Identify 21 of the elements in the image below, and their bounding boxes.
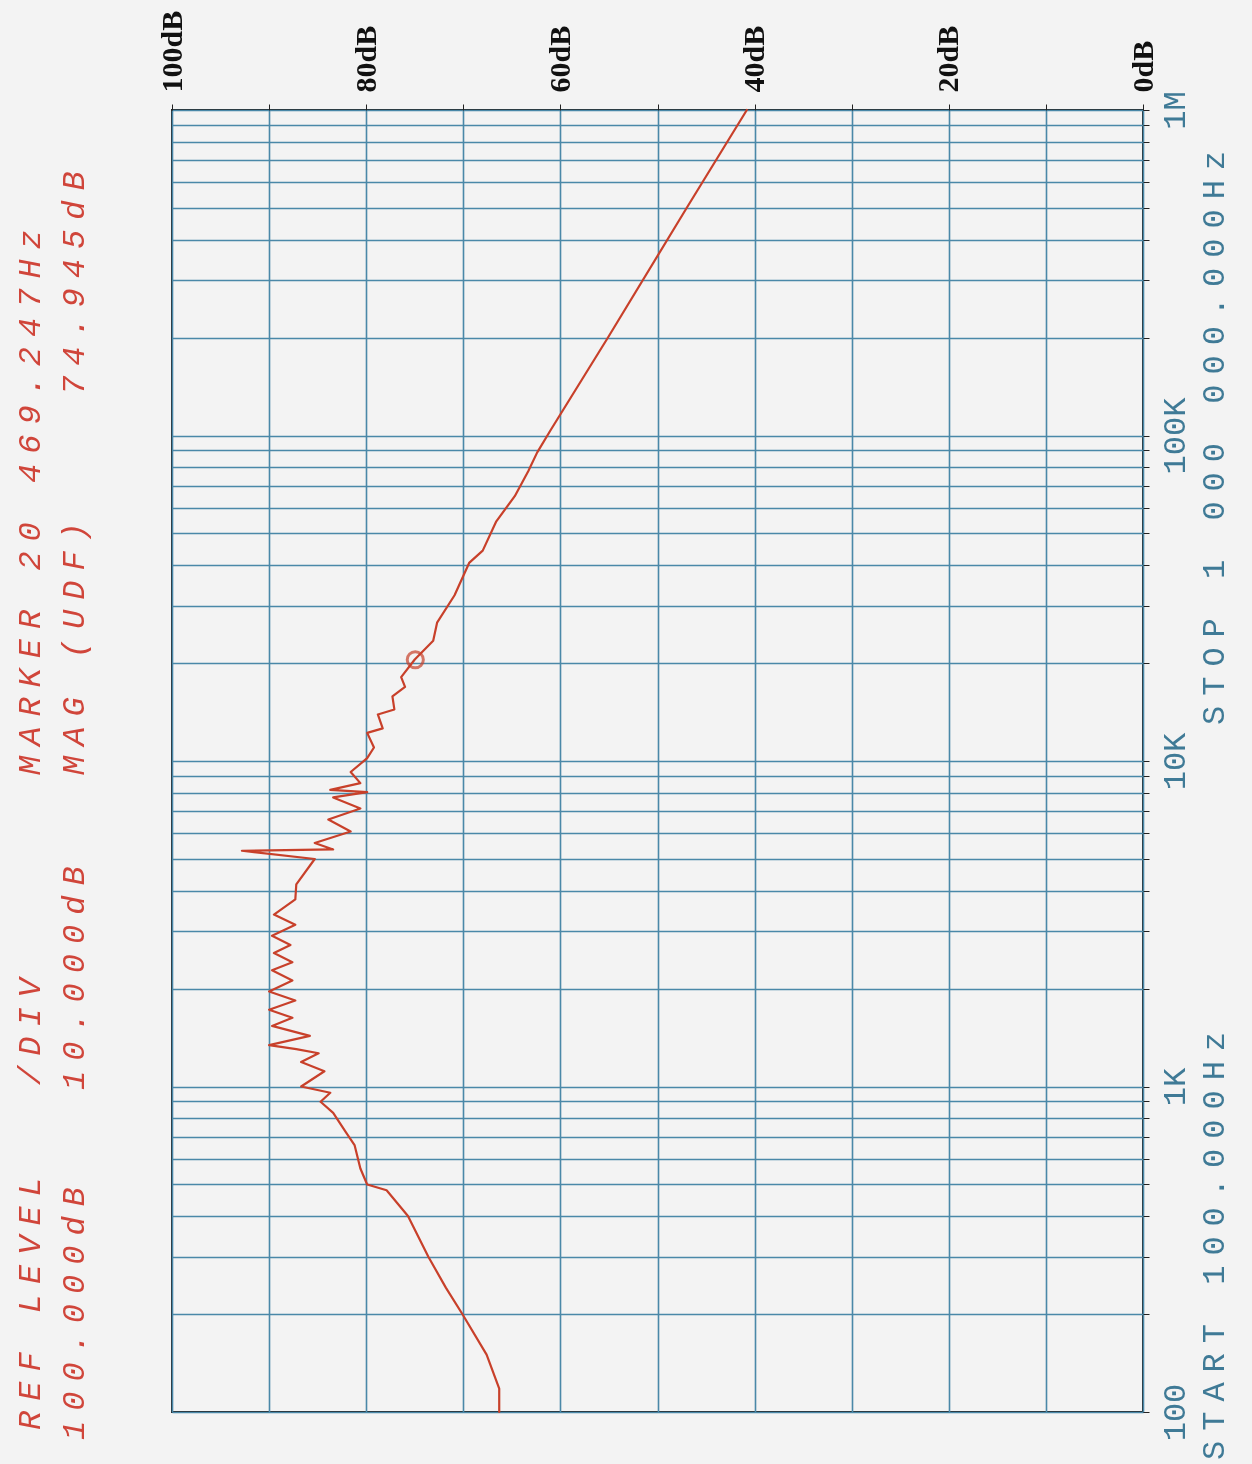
- text: 10.000dB: [57, 856, 94, 1090]
- text: REF LEVEL: [13, 1167, 50, 1430]
- y-tick-label: 10K: [1157, 731, 1195, 791]
- text: 100.000dB: [57, 1177, 94, 1440]
- y-tick-label: 100: [1157, 1383, 1195, 1442]
- y-tick-label: 100K: [1157, 396, 1195, 475]
- x-tick-label: 40dB: [737, 25, 771, 93]
- y-tick-label: 1K: [1157, 1067, 1195, 1107]
- text: /DIV: [13, 968, 50, 1085]
- text: 74.945dB: [57, 161, 94, 395]
- text: MAG (UDF): [57, 512, 94, 775]
- text: START 100.000Hz: [1197, 1021, 1234, 1460]
- x-tick-label: 60dB: [542, 25, 576, 93]
- x-tick-label: 0dB: [1125, 40, 1159, 93]
- x-tick-label: 20dB: [931, 25, 965, 93]
- y-tick-label: 1M: [1157, 91, 1195, 130]
- x-tick-label: 100dB: [154, 10, 188, 93]
- x-tick-label: 80dB: [348, 25, 382, 93]
- text: MARKER 20 469.247Hz: [13, 220, 50, 775]
- line-series: [240, 108, 748, 1414]
- text: STOP 1 000 000.000Hz: [1197, 140, 1234, 725]
